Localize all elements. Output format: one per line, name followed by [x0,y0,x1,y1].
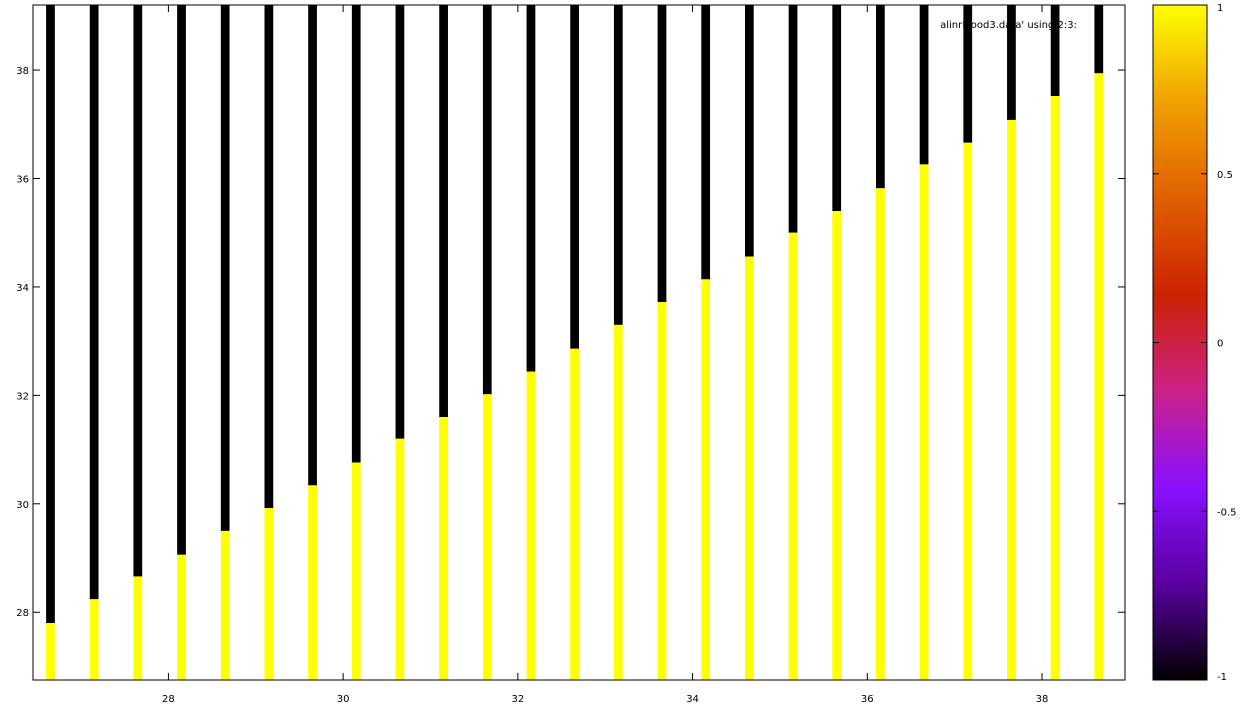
column-lower-8 [395,438,405,680]
colorbar-tick-label-2: 0 [1217,339,1223,350]
column-lower-18 [832,211,842,680]
column-upper-14 [657,5,667,303]
column-upper-3 [177,5,186,555]
x-tick-label-0: 28 [162,694,175,705]
column-upper-0 [46,5,55,624]
column-upper-11 [526,5,536,372]
column-upper-4 [220,5,230,531]
column-upper-21 [963,5,973,143]
x-tick-label-2: 32 [511,694,524,705]
colorbar-tick-label-0: -1 [1217,672,1227,683]
column-lower-4 [220,530,230,680]
x-tick-label-1: 30 [337,694,350,705]
column-lower-20 [919,164,929,680]
legend-key-label: alinrFlood3.data' using 2:3: [940,20,1077,31]
column-lower-24 [1094,73,1104,681]
column-upper-13 [613,5,623,325]
column-lower-11 [526,371,536,680]
column-upper-22 [1007,5,1016,120]
axis-ticks: 28 30 32 34 36 38 28 30 32 34 36 38 [16,5,1125,705]
column-upper-15 [701,5,711,280]
column-lower-9 [439,417,448,680]
column-lower-1 [89,599,99,680]
y-tick-label-1: 30 [16,500,29,511]
column-lower-19 [876,188,885,681]
colorbar [1152,4,1208,681]
y-tick-label-5: 38 [16,66,29,77]
plot-frame [32,4,1126,681]
x-tick-label-5: 38 [1036,694,1049,705]
column-upper-18 [832,5,842,212]
column-lower-22 [1007,119,1016,680]
column-lower-3 [177,554,186,680]
column-upper-5 [264,5,274,509]
column-lower-10 [482,394,492,680]
colorbar-tick-label-3: 0.5 [1217,170,1233,181]
column-upper-10 [482,5,492,395]
x-tick-label-3: 34 [686,694,699,705]
column-upper-8 [395,5,405,439]
column-upper-23 [1050,5,1060,97]
colorbar-ticks: -1 -0.5 0 0.5 1 [1153,3,1237,683]
column-upper-16 [744,5,754,257]
column-lower-23 [1050,96,1060,680]
column-lower-16 [744,256,754,680]
y-tick-label-3: 34 [16,283,29,294]
column-lower-17 [788,232,798,680]
column-lower-6 [308,485,317,680]
column-upper-6 [308,5,317,486]
column-upper-17 [788,5,798,233]
y-tick-label-2: 32 [16,391,29,402]
column-upper-2 [133,5,143,577]
column-lower-15 [701,279,711,680]
column-lower-7 [351,462,361,680]
column-lower-2 [133,576,143,680]
heatmap-columns [46,5,1104,681]
column-lower-12 [570,348,579,680]
column-lower-21 [963,142,973,681]
column-upper-7 [351,5,361,463]
column-upper-9 [439,5,448,418]
column-upper-24 [1094,5,1104,74]
column-upper-12 [570,5,579,349]
x-tick-label-4: 36 [861,694,874,705]
column-lower-13 [613,324,623,680]
colorbar-tick-label-4: 1 [1217,3,1223,14]
column-upper-1 [89,5,99,600]
y-tick-label-0: 28 [16,608,29,619]
y-tick-label-4: 36 [16,174,29,185]
column-lower-5 [264,508,274,680]
column-lower-0 [46,623,55,680]
column-upper-20 [919,5,929,165]
colorbar-tick-label-1: -0.5 [1217,507,1237,518]
column-lower-14 [657,302,667,680]
column-upper-19 [876,5,885,189]
